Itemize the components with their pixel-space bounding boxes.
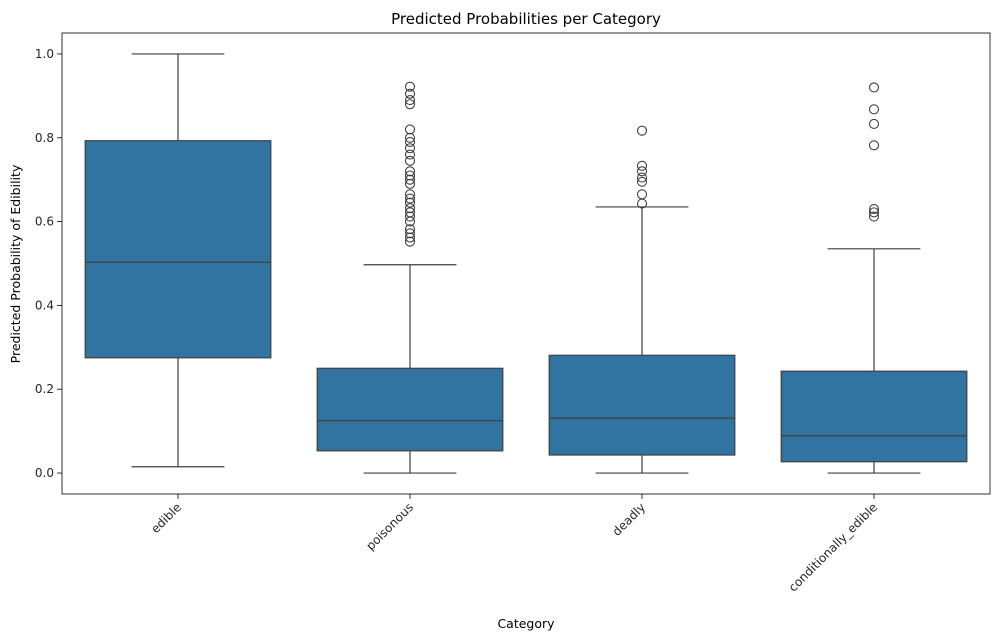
box-body — [316, 367, 504, 452]
box-poisonous — [316, 81, 504, 474]
outlier-point — [404, 132, 416, 143]
outlier-point — [404, 155, 416, 166]
outlier-point — [404, 211, 416, 222]
outlier-point — [404, 189, 416, 200]
outlier-point — [636, 172, 648, 183]
outlier-point — [404, 224, 416, 235]
y-tick-label: 0.4 — [35, 298, 54, 312]
outlier-point — [404, 228, 416, 239]
box-deadly — [548, 125, 736, 474]
y-axis-label: Predicted Probability of Edibility — [8, 164, 23, 363]
outlier-point — [636, 176, 648, 187]
outlier-point — [404, 99, 416, 110]
outlier-point — [404, 197, 416, 208]
outlier-point — [868, 203, 880, 215]
plot-frame — [61, 32, 991, 495]
chart-title: Predicted Probabilities per Category — [391, 10, 661, 28]
outlier-point — [404, 166, 416, 177]
outlier-point — [404, 232, 416, 243]
outlier-point — [404, 95, 416, 106]
outlier-point — [868, 140, 880, 151]
outlier-point — [404, 149, 416, 160]
box-body — [548, 354, 736, 456]
outlier-point — [404, 193, 416, 204]
outlier-point — [868, 118, 880, 129]
outlier-point — [868, 104, 880, 115]
box-body — [84, 140, 272, 359]
outlier-point — [636, 160, 648, 171]
box-body — [780, 370, 968, 463]
x-tick-label: edible — [148, 500, 184, 536]
y-tick-label: 0.6 — [35, 215, 54, 229]
outlier-point — [404, 170, 416, 181]
outlier-point — [404, 207, 416, 218]
outlier-point — [404, 124, 416, 135]
x-tick-label: deadly — [610, 500, 648, 538]
outlier-point — [868, 82, 880, 93]
box-conditionally_edible — [780, 82, 968, 474]
plot-area: 0.0 0.2 0.4 0.6 0.8 1.0 edible poisonous deadly c… — [35, 32, 991, 594]
y-tick-label: 0.8 — [35, 131, 54, 145]
outlier-point — [868, 211, 880, 222]
outlier-point — [404, 174, 416, 185]
outlier-point — [404, 143, 416, 154]
outlier-point — [404, 136, 416, 148]
x-axis-label: Category — [497, 616, 555, 631]
y-tick-label: 0.0 — [35, 466, 54, 480]
outlier-point — [636, 166, 648, 177]
outlier-point — [636, 125, 648, 136]
x-tick-label: poisonous — [363, 500, 416, 553]
x-tick-label: conditionally_edible — [786, 500, 880, 594]
y-tick-label: 0.2 — [35, 382, 54, 396]
outlier-point — [404, 236, 416, 247]
box-edible — [84, 53, 272, 468]
outlier-point — [868, 207, 880, 218]
outlier-point — [404, 88, 416, 99]
outlier-point — [404, 203, 416, 214]
outlier-point — [404, 178, 416, 189]
y-tick-label: 1.0 — [35, 47, 54, 61]
outlier-point — [404, 81, 416, 92]
outlier-point — [636, 189, 648, 200]
